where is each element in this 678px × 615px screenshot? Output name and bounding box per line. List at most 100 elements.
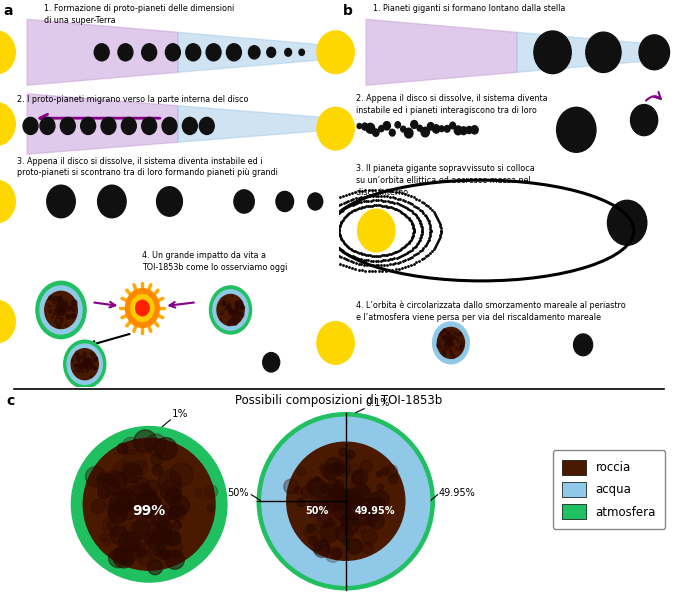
Point	[370, 266, 381, 276]
Point	[338, 205, 348, 215]
Circle shape	[182, 117, 197, 135]
Point	[326, 220, 337, 230]
Circle shape	[149, 498, 162, 511]
Point	[424, 231, 435, 241]
Circle shape	[314, 541, 330, 557]
Point	[397, 195, 408, 205]
Circle shape	[452, 330, 455, 333]
Circle shape	[57, 303, 61, 307]
Circle shape	[340, 496, 351, 507]
Circle shape	[220, 319, 222, 320]
Circle shape	[317, 322, 354, 364]
Point	[377, 266, 388, 276]
Circle shape	[85, 359, 87, 361]
Circle shape	[82, 364, 86, 368]
Circle shape	[143, 492, 157, 506]
Point	[366, 200, 377, 210]
Point	[336, 206, 347, 216]
Circle shape	[319, 512, 331, 525]
Point	[319, 216, 330, 226]
Point	[336, 245, 347, 255]
Point	[329, 214, 340, 224]
Circle shape	[234, 190, 254, 213]
Circle shape	[144, 492, 154, 502]
Point	[414, 256, 424, 266]
Circle shape	[140, 504, 150, 514]
Circle shape	[332, 462, 342, 472]
Circle shape	[83, 438, 215, 570]
Point	[407, 232, 418, 242]
Circle shape	[336, 490, 356, 509]
Point	[353, 258, 364, 268]
Point	[389, 247, 400, 257]
Point	[409, 200, 420, 210]
Circle shape	[140, 482, 148, 489]
Point	[365, 191, 376, 201]
Point	[342, 241, 353, 251]
Point	[391, 204, 402, 214]
Circle shape	[116, 542, 138, 563]
Point	[338, 247, 348, 256]
Point	[363, 185, 374, 195]
Circle shape	[240, 305, 243, 308]
Circle shape	[339, 452, 351, 464]
Circle shape	[144, 499, 155, 510]
Circle shape	[117, 490, 138, 510]
Point	[317, 223, 327, 232]
Point	[309, 237, 320, 247]
Circle shape	[92, 354, 94, 357]
Point	[386, 248, 397, 258]
Point	[347, 207, 358, 216]
Circle shape	[71, 349, 98, 379]
Point	[403, 213, 414, 223]
Point	[393, 264, 404, 274]
Point	[416, 232, 426, 242]
Point	[411, 194, 422, 204]
Point	[334, 222, 344, 232]
Point	[321, 212, 332, 222]
Text: 49.95%: 49.95%	[355, 506, 395, 516]
Circle shape	[97, 473, 110, 485]
Point	[361, 260, 372, 270]
Circle shape	[378, 125, 384, 132]
Circle shape	[451, 339, 453, 341]
Circle shape	[68, 305, 72, 309]
Point	[397, 188, 407, 198]
Point	[317, 224, 327, 234]
Point	[334, 200, 344, 210]
Circle shape	[227, 323, 230, 326]
Circle shape	[452, 343, 454, 344]
Circle shape	[194, 489, 202, 497]
Point	[313, 208, 323, 218]
Point	[357, 265, 367, 275]
Point	[405, 236, 416, 246]
Circle shape	[357, 124, 361, 129]
Circle shape	[460, 347, 462, 348]
Circle shape	[136, 503, 159, 526]
Circle shape	[355, 493, 362, 500]
Circle shape	[62, 308, 65, 312]
Circle shape	[458, 333, 462, 336]
Circle shape	[56, 308, 60, 314]
Circle shape	[66, 303, 67, 304]
Circle shape	[63, 308, 64, 309]
Circle shape	[57, 323, 61, 328]
Circle shape	[236, 315, 239, 319]
Circle shape	[137, 543, 149, 556]
Point	[391, 199, 402, 208]
Circle shape	[224, 309, 225, 311]
Circle shape	[364, 503, 379, 518]
Circle shape	[103, 471, 127, 494]
Point	[340, 189, 351, 199]
Circle shape	[347, 504, 363, 520]
Point	[325, 228, 336, 238]
Point	[416, 226, 428, 236]
Point	[337, 237, 348, 247]
Circle shape	[60, 309, 62, 311]
Point	[418, 208, 428, 218]
Circle shape	[433, 125, 440, 133]
Circle shape	[87, 365, 89, 368]
Circle shape	[335, 502, 342, 509]
Point	[384, 255, 395, 264]
Circle shape	[311, 509, 318, 517]
